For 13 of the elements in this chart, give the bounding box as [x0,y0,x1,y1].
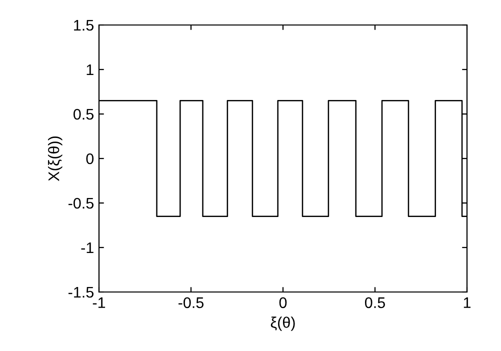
y-tick-label: 1.5 [74,20,94,31]
x-tick-label: 0.5 [364,297,385,308]
y-tick-label: -1.5 [68,287,94,298]
x-tick-label: -0.5 [178,297,204,308]
y-axis-title: X(ξ(θ)) [48,136,62,182]
x-tick-label: 0 [279,297,287,308]
y-tick-label: -1 [81,242,94,254]
x-axis-title: ξ(θ) [270,316,295,331]
y-tick-label: -0.5 [68,198,94,209]
y-tick-label: 0.5 [74,108,94,120]
y-tick-label: 1 [86,64,94,76]
x-tick-label: 1 [464,297,471,308]
y-tick-label: 0 [86,153,94,164]
